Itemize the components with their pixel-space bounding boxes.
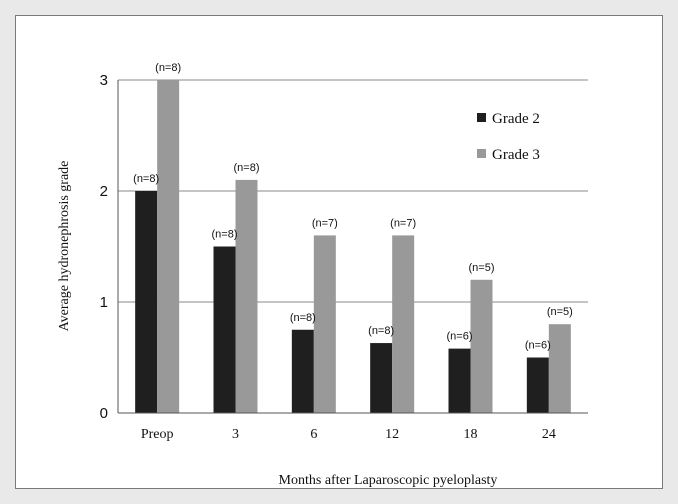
bar-grade-3 <box>548 324 571 413</box>
y-tick-label: 3 <box>100 72 108 89</box>
data-label: (n=6) <box>525 340 551 352</box>
data-labels: (n=8) (n=8) (n=8) (n=8) (n=6) (n=6) (n=8) (n=8)… <box>133 62 573 352</box>
legend: Grade 2 Grade 3 <box>477 111 540 163</box>
data-label: (n=8) <box>368 325 394 337</box>
y-tick-label: 2 <box>100 183 108 200</box>
x-axis-label: Months after Laparoscopic pyeloplasty <box>279 473 498 488</box>
data-label: (n=8) <box>133 173 159 185</box>
axes <box>117 80 588 414</box>
x-tick-labels: Preop 3 6 12 18 24 <box>141 427 556 442</box>
x-tick-label: 24 <box>542 427 556 442</box>
bars <box>135 80 571 413</box>
data-label: (n=7) <box>390 217 416 229</box>
data-label: (n=8) <box>290 312 316 324</box>
bar-grade-2 <box>135 191 158 413</box>
x-tick-label: 12 <box>385 427 399 442</box>
data-label: (n=8) <box>212 229 238 241</box>
bar-grade-2 <box>213 246 236 413</box>
y-tick-label: 1 <box>100 294 108 311</box>
bar-grade-3 <box>313 235 336 413</box>
bar-grade-3 <box>235 179 258 413</box>
x-tick-label: 18 <box>464 427 478 442</box>
x-tick-label: 6 <box>310 427 317 442</box>
bar-grade-2 <box>448 348 471 413</box>
data-label: (n=8) <box>234 162 260 174</box>
y-tick-label: 0 <box>100 405 108 422</box>
legend-label: Grade 3 <box>492 147 540 163</box>
legend-label: Grade 2 <box>492 111 540 127</box>
data-label: (n=5) <box>547 306 573 318</box>
data-label: (n=6) <box>447 331 473 343</box>
legend-swatch <box>477 113 486 122</box>
x-tick-label: Preop <box>141 427 174 442</box>
x-tick-label: 3 <box>232 427 239 442</box>
y-tick-labels: 0 1 2 3 <box>100 72 108 422</box>
bar-grade-3 <box>392 235 415 413</box>
bar-grade-2 <box>526 357 549 413</box>
data-label: (n=7) <box>312 217 338 229</box>
bar-grade-2 <box>370 343 393 413</box>
bar-grade-3 <box>470 279 493 413</box>
data-label: (n=5) <box>469 262 495 274</box>
gridlines <box>118 79 588 303</box>
y-axis-label: Average hydronephrosis grade <box>57 161 72 332</box>
bar-grade-2 <box>291 329 314 413</box>
bar-grade-3 <box>157 80 180 413</box>
data-label: (n=8) <box>155 62 181 74</box>
legend-swatch <box>477 149 486 158</box>
